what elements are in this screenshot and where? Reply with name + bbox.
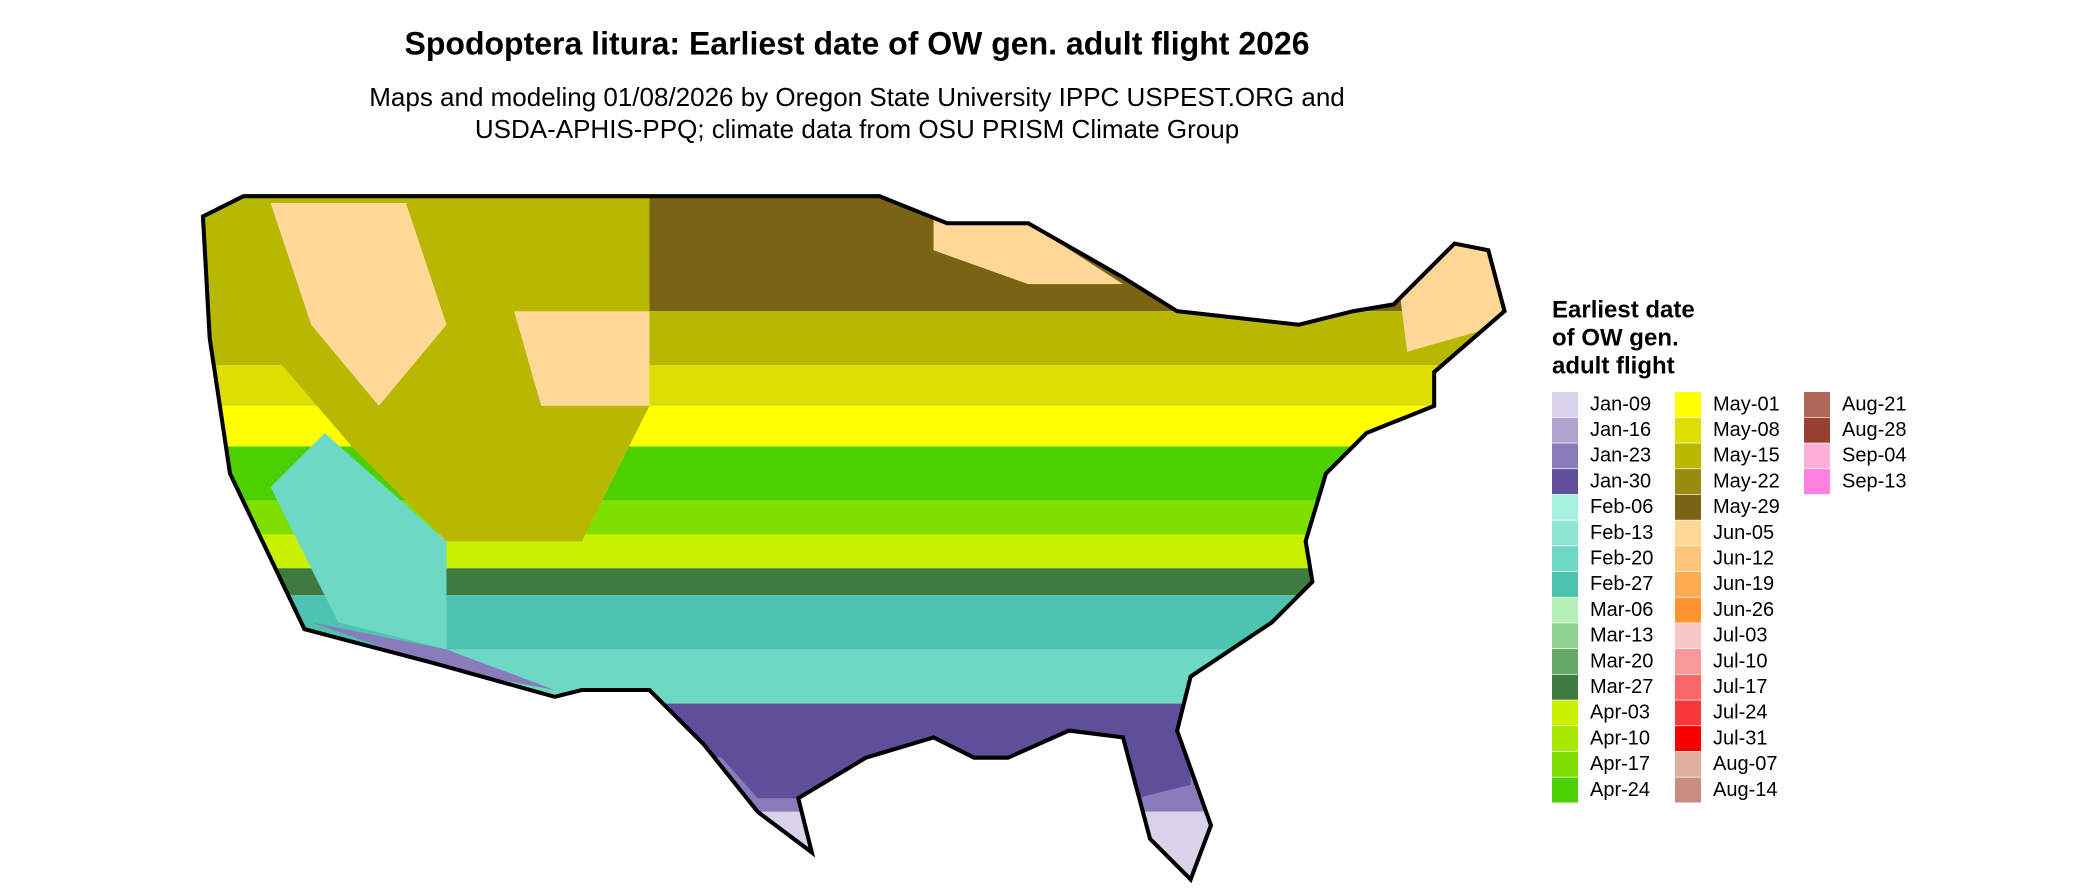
legend-label: Jul-17 (1713, 676, 1767, 698)
legend-label: Jun-12 (1713, 547, 1774, 569)
legend-swatch (1552, 571, 1578, 597)
legend-swatch (1552, 597, 1578, 623)
legend-swatch (1552, 674, 1578, 700)
legend-label: Jun-05 (1713, 522, 1774, 544)
legend-swatch (1675, 700, 1701, 726)
legend-label: May-01 (1713, 393, 1780, 415)
legend-label: Mar-13 (1590, 625, 1653, 647)
legend-swatch (1552, 623, 1578, 649)
map-title: Spodoptera litura: Earliest date of OW g… (405, 25, 1310, 61)
legend-label: Sep-13 (1842, 470, 1907, 492)
legend-label: Jan-30 (1590, 470, 1651, 492)
legend-swatch (1675, 571, 1701, 597)
legend-label: Jan-16 (1590, 419, 1651, 441)
legend-title: adult flight (1552, 352, 1675, 379)
legend-swatch (1675, 469, 1701, 495)
legend-swatch (1552, 520, 1578, 546)
legend-swatch (1675, 623, 1701, 649)
legend-swatch (1675, 520, 1701, 546)
legend-swatch (1804, 469, 1830, 495)
legend-label: Apr-10 (1590, 727, 1650, 749)
legend-swatch (1552, 777, 1578, 803)
legend-swatch (1552, 726, 1578, 752)
legend-label: Jul-10 (1713, 650, 1767, 672)
legend-label: Jun-26 (1713, 599, 1774, 621)
map-band (270, 432, 447, 650)
legend-label: Mar-20 (1590, 650, 1653, 672)
legend-swatch (1675, 494, 1701, 520)
legend-label: Feb-27 (1590, 573, 1653, 595)
legend-swatch (1552, 751, 1578, 777)
legend-label: Jul-24 (1713, 702, 1767, 724)
legend-swatch (1675, 674, 1701, 700)
subtitle: USDA-APHIS-PPQ; climate data from OSU PR… (475, 114, 1239, 144)
legend-label: Jul-03 (1713, 625, 1767, 647)
legend-swatch (1804, 417, 1830, 443)
legend-swatch (1552, 700, 1578, 726)
legend-swatch (1675, 597, 1701, 623)
legend-swatch (1675, 546, 1701, 572)
legend-label: Jun-19 (1713, 573, 1774, 595)
legend-swatch (1552, 546, 1578, 572)
legend-label: Mar-27 (1590, 676, 1653, 698)
legend-swatch (1675, 443, 1701, 469)
legend-swatch (1552, 494, 1578, 520)
legend-label: Aug-21 (1842, 393, 1907, 415)
legend-swatch (1675, 392, 1701, 417)
map-band (311, 622, 555, 691)
legend-label: Sep-04 (1842, 445, 1907, 467)
legend-label: Mar-06 (1590, 599, 1653, 621)
legend-label: Apr-17 (1590, 753, 1650, 775)
map-band (1136, 811, 1218, 880)
map-band (514, 311, 650, 406)
map-band (202, 811, 1505, 880)
legend-label: Feb-20 (1590, 547, 1653, 569)
legend-swatch (1675, 726, 1701, 752)
legend-swatch (1804, 392, 1830, 417)
legend-swatch (1552, 392, 1578, 417)
legend: Jan-09 Jan-16 Jan-23 Jan-30 Feb-06 Feb-13 Feb-… (1552, 392, 1907, 803)
legend-label: Jan-23 (1590, 445, 1651, 467)
legend-swatch (1675, 751, 1701, 777)
legend-swatch (1675, 417, 1701, 443)
legend-label: Jul-31 (1713, 727, 1767, 749)
map-band (1122, 730, 1191, 799)
legend-swatch (1552, 443, 1578, 469)
legend-swatch (1675, 777, 1701, 803)
legend-label: Feb-06 (1590, 496, 1653, 518)
legend-label: May-15 (1713, 445, 1780, 467)
legend-label: Apr-03 (1590, 702, 1650, 724)
legend-label: Jan-09 (1590, 393, 1651, 415)
legend-label: May-29 (1713, 496, 1780, 518)
map-band (202, 649, 1505, 704)
legend-swatch (1804, 443, 1830, 469)
legend-label: May-08 (1713, 419, 1780, 441)
us-map (189, 189, 1515, 892)
legend-label: May-22 (1713, 470, 1780, 492)
legend-label: Aug-28 (1842, 419, 1907, 441)
legend-swatch (1552, 417, 1578, 443)
legend-title: of OW gen. (1552, 324, 1679, 351)
legend-label: Aug-07 (1713, 753, 1778, 775)
map-band (703, 737, 880, 799)
legend-swatch (1675, 649, 1701, 674)
map-band (1393, 243, 1502, 352)
legend-label: Aug-14 (1713, 779, 1778, 801)
legend-swatch (1552, 649, 1578, 674)
legend-swatch (1552, 469, 1578, 495)
subtitle: Maps and modeling 01/08/2026 by Oregon S… (369, 82, 1345, 112)
map-band (270, 202, 447, 406)
legend-label: Feb-13 (1590, 522, 1653, 544)
legend-label: Apr-24 (1590, 779, 1650, 801)
legend-title: Earliest date (1552, 296, 1695, 323)
